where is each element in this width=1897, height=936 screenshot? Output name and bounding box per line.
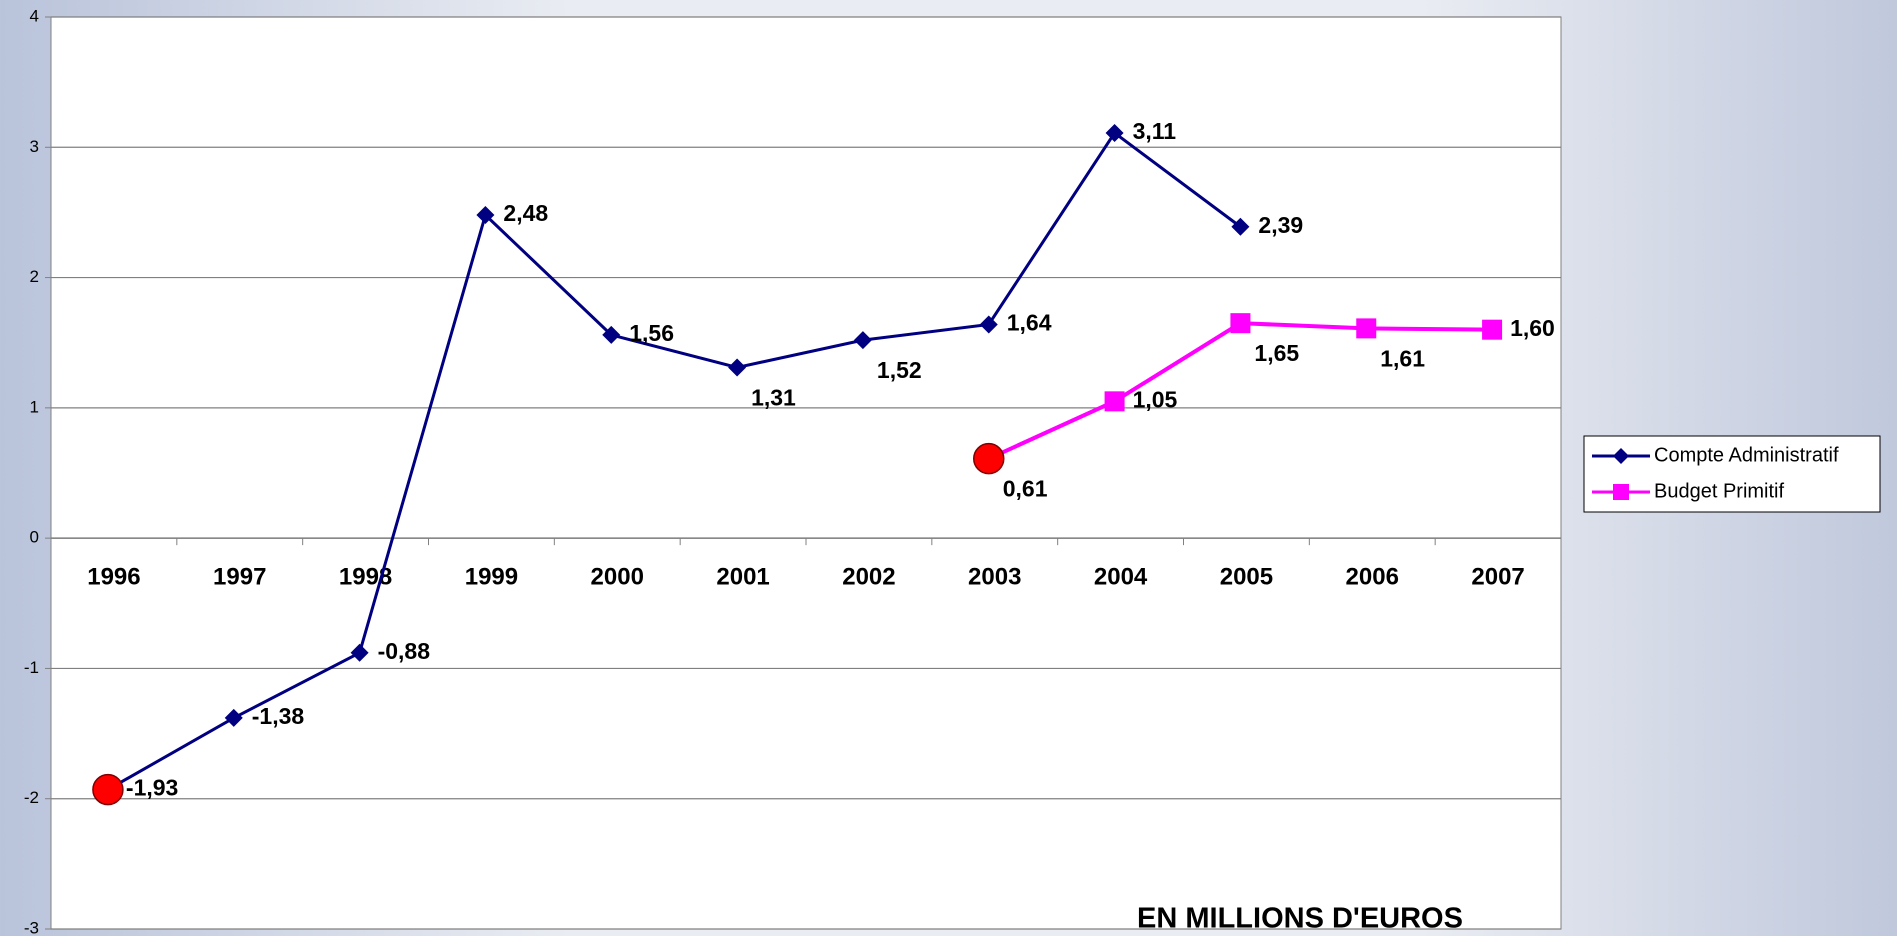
data-label: 1,31 [751,385,796,411]
data-label: 1,65 [1254,340,1299,366]
x-tick-label: 2006 [1346,563,1399,590]
data-point [1105,123,1124,142]
data-label: 1,60 [1510,315,1555,341]
plot-area [50,16,1562,930]
data-label: -0,88 [378,638,431,664]
data-label: 3,11 [1133,118,1177,144]
y-tick-label: 0 [30,528,39,547]
x-tick-label: 2005 [1220,563,1273,590]
data-label: 2,39 [1258,212,1303,238]
data-label: 1,52 [877,357,922,383]
data-label: 0,61 [1003,476,1048,502]
data-point [1482,319,1503,340]
data-point [602,325,621,344]
data-label: 1,61 [1380,345,1425,371]
data-label: -1,93 [126,775,178,801]
data-label: 1,56 [629,320,674,346]
data-point [1356,318,1377,339]
data-label: 2,48 [503,200,548,226]
data-point [1104,391,1125,412]
series-line [107,130,1242,791]
x-tick-label: 1997 [213,563,266,590]
y-tick-label: 4 [30,6,39,25]
data-point [476,206,495,225]
legend-marker [1613,484,1629,500]
data-point [853,331,872,350]
y-tick-label: -2 [24,788,39,807]
x-tick-label: 2007 [1471,563,1524,590]
data-label: 1,05 [1133,386,1178,412]
x-tick-label: 2002 [842,563,895,590]
legend-marker [1613,448,1629,464]
y-tick-label: 2 [30,267,39,286]
x-tick-label: 1996 [87,563,140,590]
x-tick-label: 2004 [1094,563,1148,590]
data-label: -1,38 [252,703,305,729]
y-tick-label: 3 [30,137,39,156]
x-tick-label: 2001 [716,563,769,590]
series: -1,93 -1,38 -0,88 2,48 1,56 1,31 1,52 1,64 3,11 2… [92,118,1303,806]
legend-box [1583,435,1881,513]
legend: Compte Administratif Budget Primitif [1583,435,1881,513]
x-tick-label: 1999 [465,563,518,590]
legend-label: Compte Administratif [1654,444,1839,466]
data-point [350,643,369,662]
x-tick-label: 2003 [968,563,1021,590]
data-label: 1,64 [1007,310,1052,336]
y-tick-label: -3 [24,918,39,936]
highlight-point [92,773,124,806]
data-point [728,358,747,377]
highlight-point [973,442,1005,475]
series: 0,61 1,05 1,65 1,61 1,60 [973,313,1555,502]
x-tick-label: 2000 [591,563,644,590]
data-point [1230,313,1251,334]
data-point [1231,217,1250,236]
y-tick-label: 1 [30,397,39,416]
legend-label: Budget Primitif [1654,480,1784,502]
data-point [224,708,243,727]
annotation: EN MILLIONS D'EUROS [1137,903,1463,935]
y-tick-label: -1 [24,658,39,677]
data-point [979,315,998,334]
